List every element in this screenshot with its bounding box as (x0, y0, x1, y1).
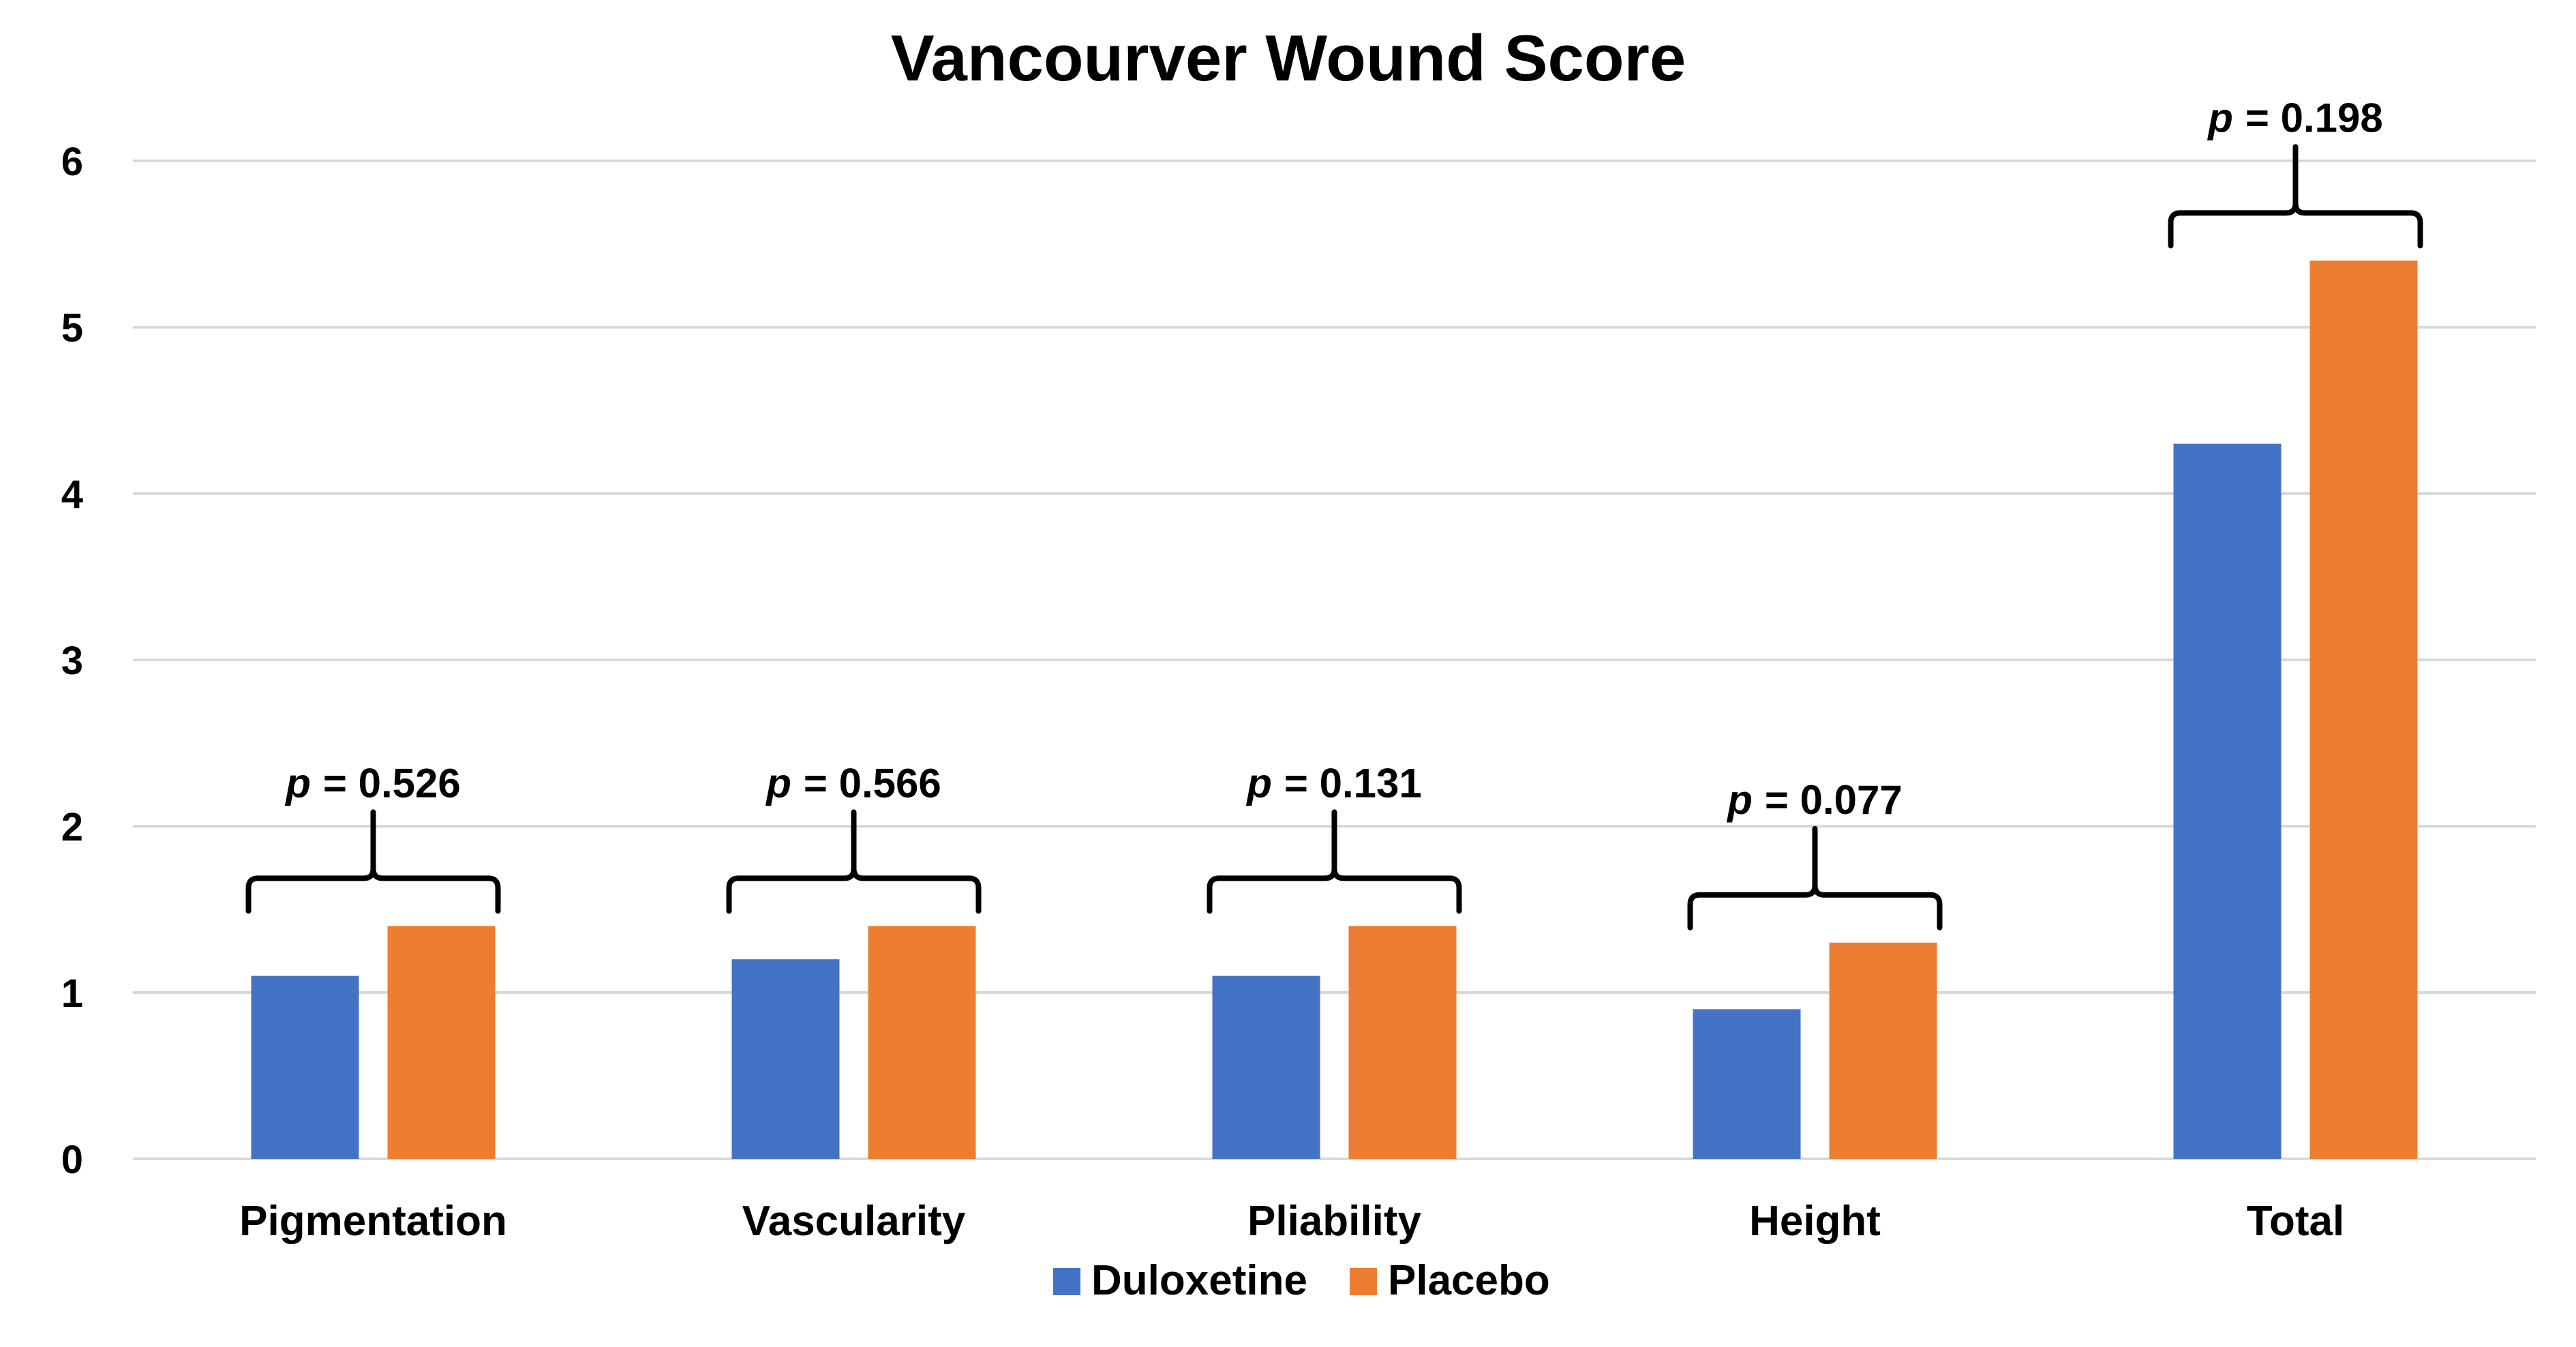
bar-duloxetine-height (1693, 1009, 1801, 1159)
x-category-label: Pliability (1247, 1198, 1421, 1245)
y-tick-label: 4 (61, 472, 83, 517)
bar-placebo-vascularity (868, 926, 976, 1159)
p-value-text: = 0.077 (1765, 777, 1903, 823)
y-tick-label: 1 (61, 971, 83, 1016)
p-value-label: p = 0.566 (765, 760, 941, 806)
x-axis-categories: Pigmentation Vascularity Pliability Height T… (239, 1198, 2344, 1245)
x-category-label: Height (1749, 1198, 1881, 1245)
y-tick-label: 0 (61, 1138, 83, 1182)
p-symbol: p (765, 760, 791, 806)
x-category-label: Vascularity (742, 1198, 966, 1245)
bar-duloxetine-vascularity (731, 959, 840, 1159)
bar-placebo-total (2309, 260, 2418, 1159)
legend: Duloxetine Placebo (1053, 1257, 1550, 1304)
legend-label-placebo: Placebo (1388, 1257, 1550, 1304)
x-category-label: Total (2247, 1198, 2345, 1245)
p-value-label: p = 0.131 (1245, 760, 1422, 806)
x-category-label: Pigmentation (239, 1198, 507, 1245)
y-tick-label: 2 (61, 805, 83, 849)
significance-bracket (1687, 826, 1943, 930)
p-symbol: p (284, 760, 311, 806)
bar-placebo-pliability (1348, 926, 1457, 1159)
bars (251, 260, 2418, 1159)
p-symbol: p (2207, 95, 2233, 140)
p-value-text: = 0.566 (804, 760, 941, 806)
significance-bracket (2168, 144, 2423, 249)
y-tick-label: 5 (61, 306, 83, 350)
legend-swatch-placebo (1350, 1268, 1377, 1295)
bar-duloxetine-pigmentation (251, 975, 359, 1159)
y-tick-label: 3 (61, 639, 83, 683)
legend-swatch-duloxetine (1053, 1268, 1080, 1295)
p-symbol: p (1726, 777, 1753, 823)
chart-title: Vancourver Wound Score (891, 22, 1686, 95)
p-value-text: = 0.198 (2245, 95, 2383, 140)
legend-label-duloxetine: Duloxetine (1091, 1257, 1307, 1304)
p-value-label: p = 0.526 (284, 760, 461, 806)
y-tick-label: 6 (61, 140, 83, 184)
bar-duloxetine-pliability (1212, 975, 1320, 1159)
p-value-label: p = 0.077 (1726, 777, 1903, 823)
y-axis-ticks: 0 1 2 3 4 5 6 (61, 140, 83, 1182)
p-value-text: = 0.131 (1284, 760, 1422, 806)
significance-bracket (726, 809, 982, 914)
bar-placebo-pigmentation (387, 926, 496, 1159)
p-value-text: = 0.526 (323, 760, 461, 806)
bar-duloxetine-total (2173, 443, 2282, 1159)
p-symbol: p (1245, 760, 1272, 806)
p-value-label: p = 0.198 (2207, 95, 2383, 140)
bar-placebo-height (1829, 942, 1937, 1159)
significance-bracket (1207, 809, 1462, 914)
p-value-annotations: p = 0.526 p = 0.566 p = 0.131 p = 0.077 p = 0.198 (245, 95, 2423, 930)
significance-bracket (245, 809, 501, 914)
